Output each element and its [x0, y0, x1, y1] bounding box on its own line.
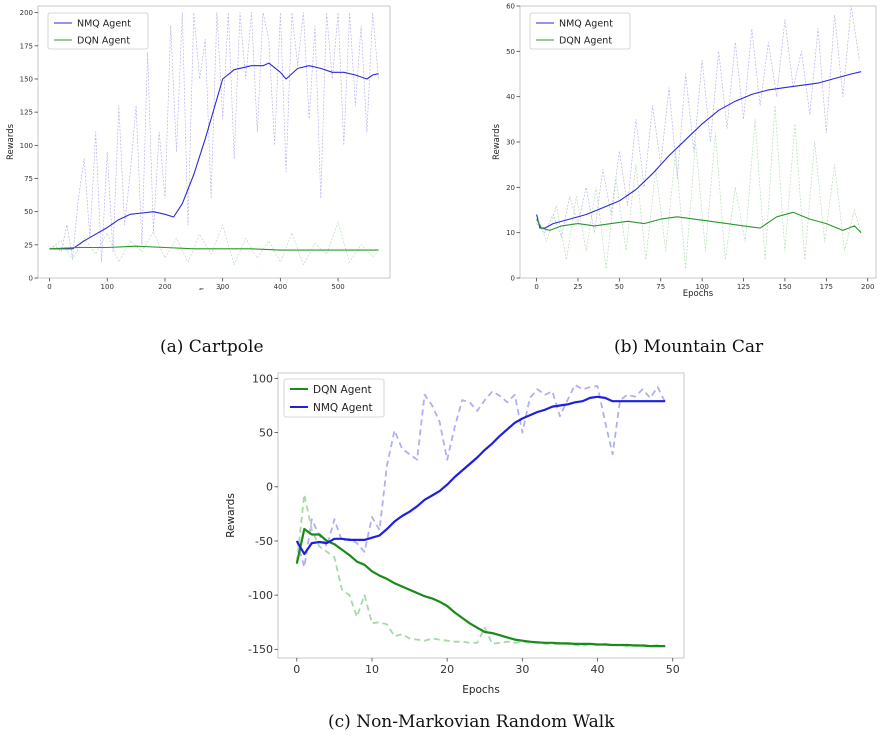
- y-axis-label: Rewards: [225, 493, 237, 538]
- y-tick-label: 40: [506, 93, 515, 101]
- x-tick-label: 25: [573, 283, 582, 291]
- legend-box: [47, 12, 149, 50]
- y-tick-label: 175: [20, 42, 33, 50]
- legend-label: NMQ Agent: [313, 402, 373, 414]
- legend-label: NMQ Agent: [559, 18, 613, 29]
- y-tick-label: 0: [511, 274, 515, 282]
- y-tick-label: 75: [24, 175, 33, 183]
- legend-box: [529, 12, 631, 50]
- legend-label: DQN Agent: [77, 35, 130, 46]
- series-line-dqn-agent: [536, 211, 862, 234]
- series-line-nmq-raw: [295, 383, 667, 568]
- plot-frame: [37, 5, 391, 279]
- caption-mountaincar: (b) Mountain Car: [614, 337, 764, 357]
- y-tick-label: 50: [24, 208, 33, 216]
- y-tick-label: 30: [506, 138, 515, 146]
- y-tick-label: 125: [20, 109, 33, 117]
- x-axis-label: Epochs: [462, 684, 500, 695]
- x-tick-label: 50: [615, 283, 624, 291]
- x-tick-label: 300: [216, 283, 229, 290]
- y-axis-label: Rewards: [492, 123, 502, 160]
- series-line-nmq-agent: [49, 62, 379, 250]
- y-tick-label: 50: [259, 426, 273, 439]
- legend-box: [283, 378, 385, 418]
- chart-mountaincar: 0 25 50 75 100 125 150 175 200 0 10 20 30 40 50 60 Epoch…: [492, 2, 877, 299]
- y-axis-label: Rewards: [6, 123, 16, 160]
- y-tick-label: 100: [20, 142, 33, 150]
- legend-label: DQN Agent: [559, 35, 612, 46]
- y-tick-label: 150: [20, 75, 33, 83]
- y-tick-label: 25: [24, 241, 33, 249]
- x-tick-label: 0: [47, 283, 51, 290]
- series-line-dqn-agent: [49, 245, 379, 251]
- x-tick-label: 0: [534, 283, 538, 291]
- y-tick-label: -50: [255, 535, 273, 548]
- x-axis-label: Epochs: [683, 289, 714, 299]
- x-tick-label: 500: [331, 283, 344, 290]
- plot-frame: [277, 372, 685, 659]
- x-tick-label: 75: [656, 283, 665, 291]
- caption-cartpole: (a) Cartpole: [160, 337, 264, 357]
- y-tick-label: 20: [506, 184, 515, 192]
- x-tick-label: 150: [778, 283, 791, 291]
- series-line-dqn-raw: [49, 221, 379, 266]
- x-tick-label: 400: [274, 283, 287, 290]
- plot-area: [536, 6, 862, 270]
- legend-label: NMQ Agent: [77, 18, 131, 29]
- x-axis-label: Epochs: [199, 288, 230, 290]
- y-tick-label: 100: [252, 372, 273, 385]
- x-tick-label: 100: [695, 283, 708, 291]
- y-tick-label: -100: [248, 589, 273, 602]
- series-line-nmq-agent: [536, 71, 862, 229]
- chart-randomwalk: 0 10 20 30 40 50 -150 -100 -50 0 50 100 Epochs Reward…: [225, 372, 685, 695]
- y-tick-label: 60: [506, 2, 515, 10]
- x-tick-label: 50: [666, 663, 680, 676]
- chart-cartpole: 0 100 200 300 400 500 0 25 50 75 100 125 150 175 200 Ep…: [6, 5, 391, 290]
- x-tick-label: 125: [737, 283, 750, 291]
- y-tick-label: 200: [20, 9, 33, 17]
- plot-area: [49, 12, 379, 266]
- x-tick-label: 0: [293, 663, 300, 676]
- y-tick-label: 50: [506, 48, 515, 56]
- series-line-nmq-raw: [49, 12, 379, 263]
- caption-randomwalk: (c) Non-Markovian Random Walk: [328, 712, 615, 732]
- x-tick-label: 200: [861, 283, 874, 291]
- legend-label: DQN Agent: [313, 384, 372, 396]
- x-tick-label: 100: [101, 283, 114, 290]
- y-tick-label: 0: [266, 481, 273, 494]
- x-tick-label: 40: [591, 663, 605, 676]
- series-line-nmq-agent: [295, 395, 666, 556]
- y-tick-label: 0: [29, 274, 33, 282]
- plot-area: [295, 383, 667, 648]
- y-tick-label: 10: [506, 229, 515, 237]
- x-tick-label: 10: [365, 663, 379, 676]
- x-tick-label: 30: [515, 663, 529, 676]
- series-line-dqn-raw: [536, 105, 862, 270]
- series-line-dqn-agent: [295, 527, 666, 648]
- x-tick-label: 175: [820, 283, 833, 291]
- series-line-dqn-raw: [295, 493, 666, 648]
- y-tick-label: -150: [248, 643, 273, 656]
- series-line-nmq-raw: [536, 6, 860, 238]
- x-tick-label: 20: [440, 663, 454, 676]
- x-tick-label: 200: [158, 283, 171, 290]
